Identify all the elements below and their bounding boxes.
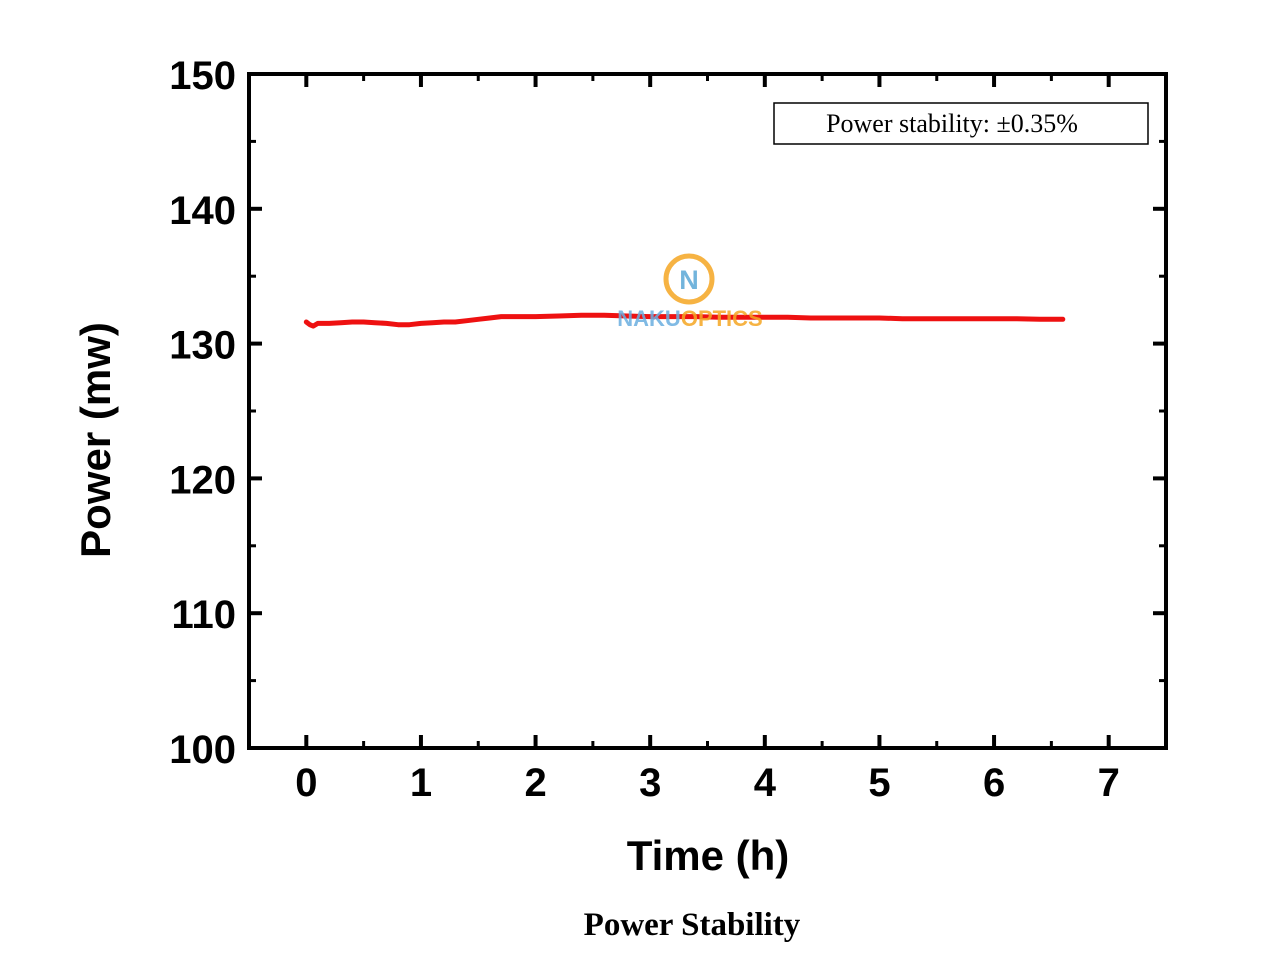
x-axis-title: Time (h) (627, 832, 790, 879)
series-line-power (303, 312, 1066, 329)
watermark-logo: N NAKUOPTICS (617, 253, 763, 331)
x-tick-label: 3 (639, 761, 661, 805)
y-tick-label: 140 (169, 189, 236, 233)
annotation-text: Power stability: ±0.35% (826, 109, 1078, 138)
y-tick-label: 130 (169, 324, 236, 368)
x-tick-labels: 0 1 2 3 4 5 6 7 (295, 761, 1120, 805)
watermark-text-naku: NAKU (617, 306, 681, 331)
watermark-text-optics: OPTICS (681, 306, 763, 331)
major-ticks (249, 72, 1166, 750)
watermark-letter: N (679, 265, 699, 295)
x-tick-label: 6 (983, 761, 1005, 805)
watermark-wordmark: NAKUOPTICS (617, 306, 762, 331)
y-axis-title: Power (mw) (72, 322, 119, 558)
y-tick-label: 150 (169, 54, 236, 98)
x-tick-label: 1 (410, 761, 432, 805)
x-tick-label: 4 (754, 761, 777, 805)
y-tick-label: 110 (171, 593, 236, 637)
y-tick-label: 120 (169, 458, 236, 502)
x-tick-label: 7 (1098, 761, 1120, 805)
plot-frame (247, 72, 1168, 750)
x-tick-label: 5 (868, 761, 890, 805)
x-tick-label: 0 (295, 761, 317, 805)
annotation-frame (773, 102, 1149, 145)
y-tick-labels: 100 110 120 130 140 150 (169, 54, 236, 772)
minor-ticks (249, 74, 1166, 748)
annotation-box: Power stability: ±0.35% (773, 102, 1149, 145)
y-tick-label: 100 (169, 728, 236, 772)
x-tick-label: 2 (524, 761, 546, 805)
figure-caption: Power Stability (584, 907, 801, 943)
watermark-ring (663, 253, 715, 305)
series-layer (303, 312, 1066, 329)
